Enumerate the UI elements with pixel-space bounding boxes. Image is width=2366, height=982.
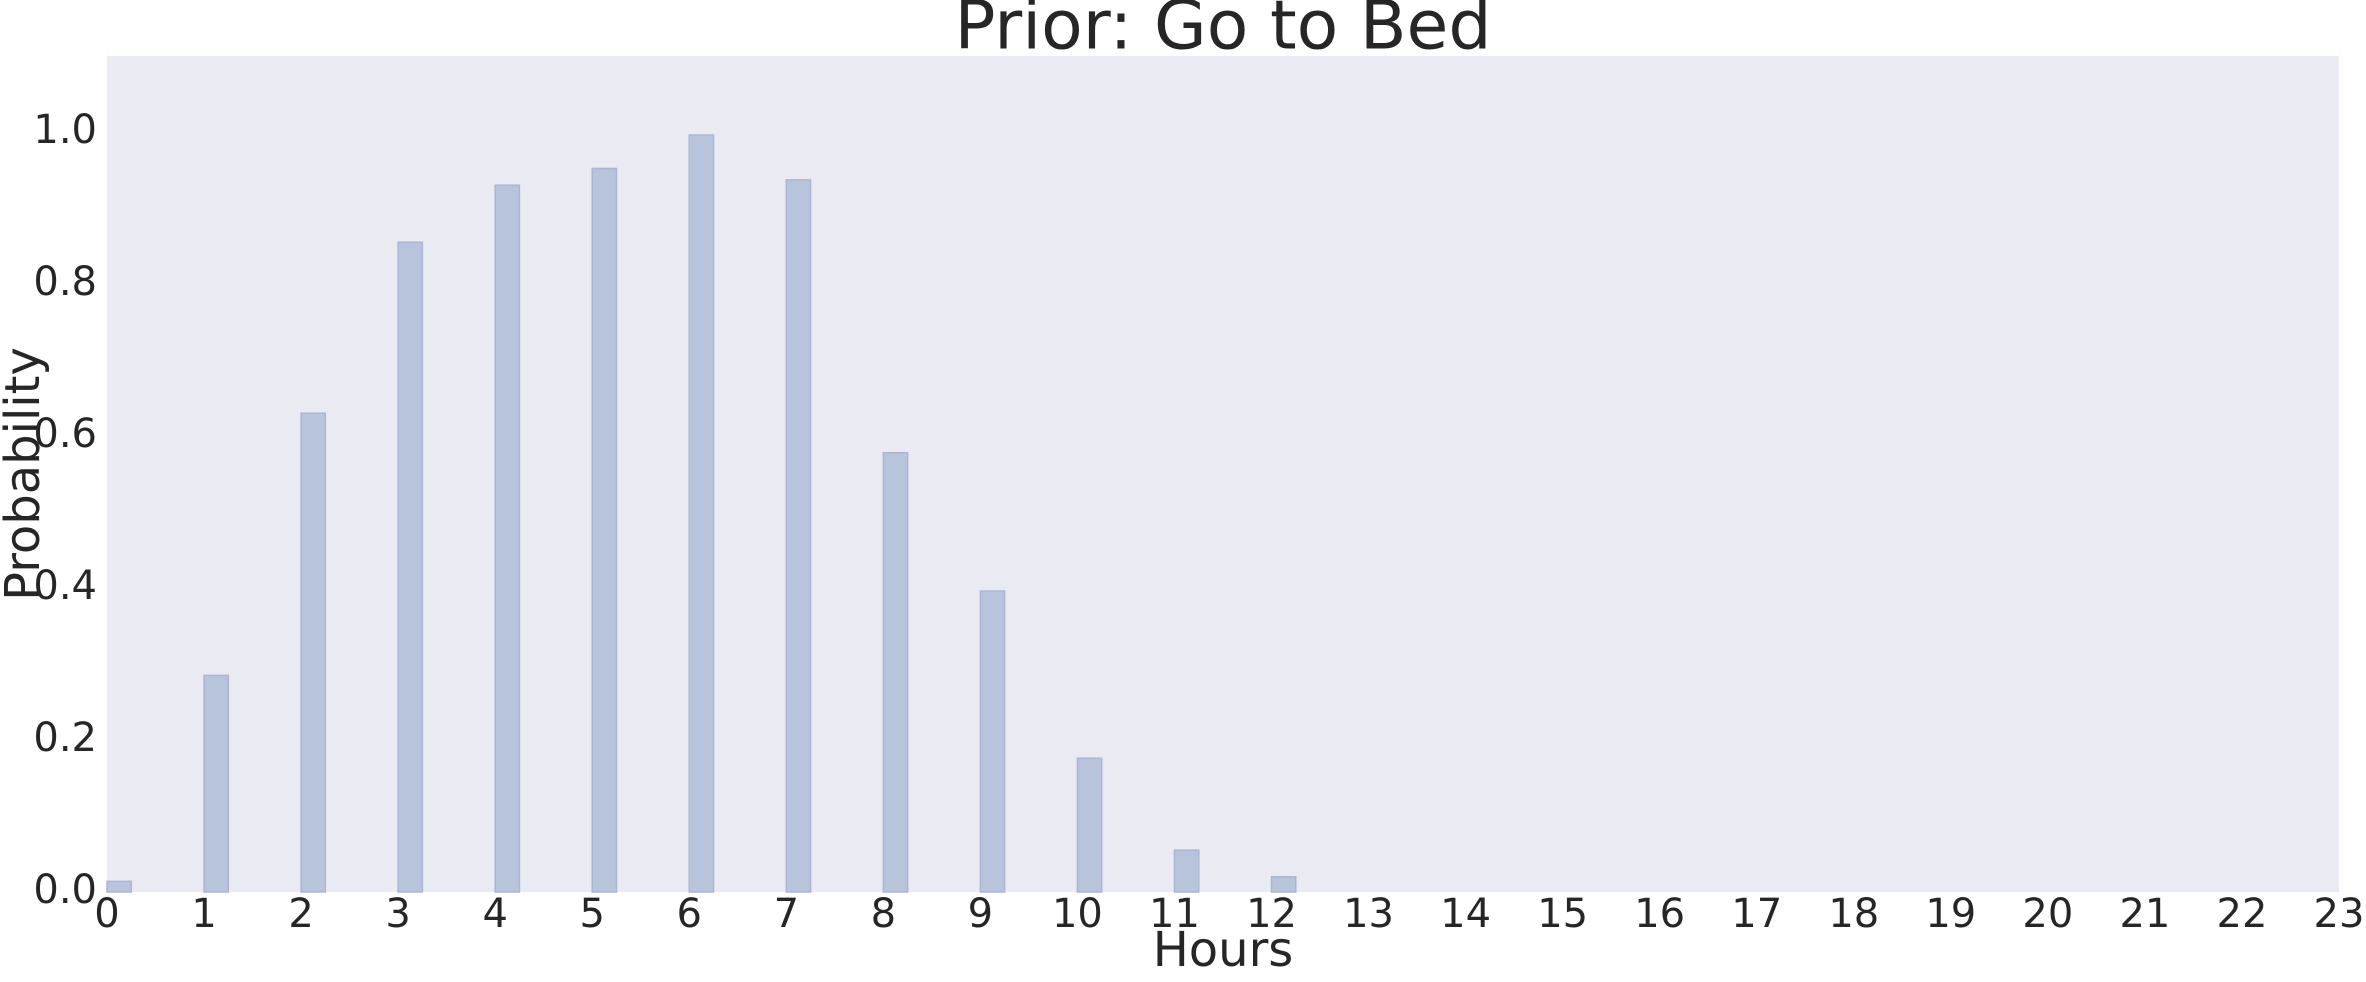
x-tick-label: 21 [2119,891,2170,937]
x-tick-label: 9 [968,891,993,937]
x-tick-label: 10 [1052,891,1103,937]
bar [106,880,133,893]
x-tick-label: 14 [1440,891,1491,937]
x-tick-label: 0 [94,891,119,937]
bar [785,179,812,893]
x-tick-label: 12 [1246,891,1297,937]
x-tick-label: 15 [1537,891,1588,937]
x-tick-label: 3 [385,891,410,937]
x-tick-label: 1 [191,891,216,937]
x-tick-label: 7 [774,891,799,937]
y-tick-label: 0.8 [33,259,97,305]
bar [882,451,909,893]
x-tick-label: 13 [1343,891,1394,937]
x-tick-label: 17 [1731,891,1782,937]
x-tick-label: 4 [482,891,507,937]
y-tick-label: 1.0 [33,107,97,153]
bar [1173,849,1200,893]
x-tick-label: 5 [579,891,604,937]
bar [300,412,327,893]
y-tick-label: 0.6 [33,411,97,457]
y-tick-label: 0.4 [33,563,97,609]
y-tick-label: 0.0 [33,867,97,913]
x-tick-label: 2 [288,891,313,937]
y-axis-label: Probability [0,347,51,601]
x-tick-label: 20 [2022,891,2073,937]
bar [979,590,1006,893]
chart-title: Prior: Go to Bed [955,0,1492,66]
bar [397,241,424,893]
x-tick-label: 8 [871,891,896,937]
x-tick-label: 19 [1925,891,1976,937]
bar [1270,876,1297,893]
x-tick-label: 22 [2217,891,2268,937]
x-tick-label: 23 [2314,891,2365,937]
bar [1076,757,1103,893]
x-axis-label: Hours [1153,922,1294,978]
bar [688,134,715,893]
x-tick-label: 16 [1634,891,1685,937]
bar [203,674,230,893]
bar [494,184,521,893]
x-tick-label: 11 [1149,891,1200,937]
bar [591,167,618,893]
plot-area [107,56,2339,892]
y-tick-label: 0.2 [33,715,97,761]
x-tick-label: 6 [677,891,702,937]
x-tick-label: 18 [1828,891,1879,937]
